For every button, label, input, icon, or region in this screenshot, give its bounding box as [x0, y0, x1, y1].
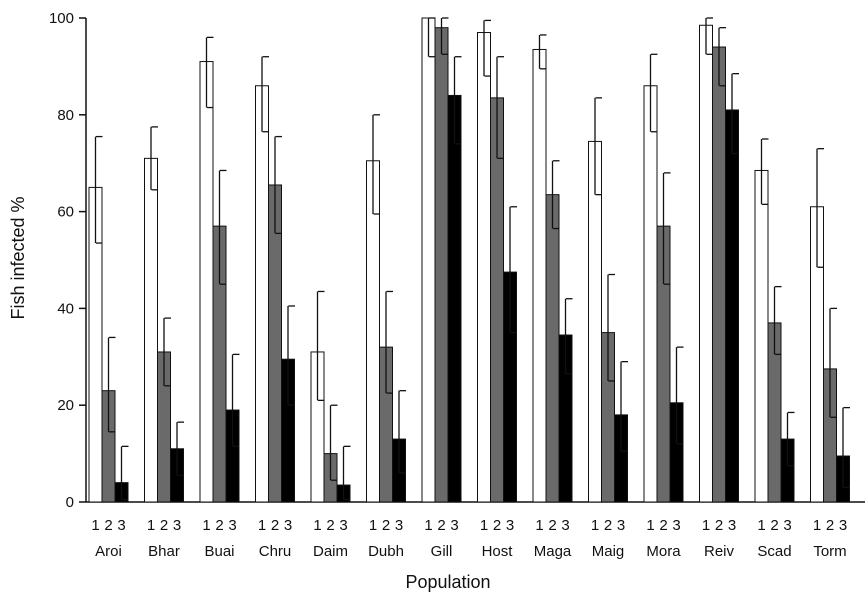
bar-maga-2 — [545, 194, 560, 503]
bar-maga-1 — [532, 48, 547, 503]
bar-sub-label: 2 — [160, 517, 168, 534]
bar-sub-label: 3 — [561, 517, 569, 534]
bar-sub-label: 1 — [369, 517, 377, 534]
y-tick-label: 20 — [57, 397, 74, 414]
bar-sub-label: 3 — [284, 517, 292, 534]
bar-sub-label: 2 — [104, 517, 112, 534]
bar-group-aroi: 1 2 3 Aroi — [88, 135, 129, 560]
x-tick-label-gill: Gill — [431, 543, 453, 560]
bar-sub-label: 2 — [659, 517, 667, 534]
bar-group-maig: 1 2 3 Maig — [588, 97, 628, 560]
bar-sub-label: 3 — [173, 517, 181, 534]
y-tick-label: 0 — [66, 494, 74, 511]
bar-sub-label: 3 — [617, 517, 625, 534]
bar-group-host: 1 2 3 Host — [477, 19, 517, 560]
bar-buai-1 — [199, 61, 214, 503]
bar-group-mora: 1 2 3 Mora — [643, 53, 684, 560]
x-tick-label-maig: Maig — [592, 543, 625, 560]
bar-gill-1 — [421, 17, 436, 503]
bar-reiv-3 — [725, 109, 739, 503]
bar-sub-label: 3 — [339, 517, 347, 534]
x-tick-label-torm: Torm — [813, 543, 846, 560]
bar-reiv-2 — [712, 46, 726, 503]
bar-sub-label: 3 — [506, 517, 514, 534]
y-axis-title: Fish infected % — [8, 196, 28, 319]
bar-sub-label: 1 — [646, 517, 654, 534]
bar-scad-1 — [754, 169, 769, 503]
x-tick-label-dubh: Dubh — [368, 543, 404, 560]
bar-sub-label: 2 — [493, 517, 501, 534]
x-tick-label-aroi: Aroi — [95, 543, 122, 560]
bar-sub-label: 2 — [715, 517, 723, 534]
bar-gill-3 — [447, 94, 462, 503]
bar-group-daim: 1 2 3 Daim — [310, 290, 351, 560]
bar-sub-label: 1 — [702, 517, 710, 534]
bar-sub-label: 1 — [147, 517, 155, 534]
bar-reiv-1 — [699, 24, 713, 503]
bar-sub-label: 3 — [395, 517, 403, 534]
bar-sub-label: 1 — [813, 517, 821, 534]
x-tick-label-host: Host — [482, 543, 514, 560]
y-tick-label: 100 — [49, 10, 74, 27]
x-tick-label-maga: Maga — [534, 543, 572, 560]
bar-sub-label: 2 — [271, 517, 279, 534]
bar-group-gill: 1 2 3 Gill — [421, 17, 462, 560]
bar-sub-label: 1 — [202, 517, 210, 534]
bar-sub-label: 2 — [604, 517, 612, 534]
x-tick-label-buai: Buai — [204, 543, 234, 560]
bar-sub-label: 2 — [326, 517, 334, 534]
bar-maig-1 — [588, 140, 602, 503]
x-tick-label-bhar: Bhar — [148, 543, 180, 560]
bar-group-maga: 1 2 3 Maga — [532, 34, 573, 560]
bar-sub-label: 2 — [548, 517, 556, 534]
bar-sub-label: 3 — [728, 517, 736, 534]
bar-gill-2 — [434, 27, 449, 503]
y-tick-label: 40 — [57, 300, 74, 317]
x-axis-title: Population — [405, 572, 490, 592]
bar-sub-label: 3 — [228, 517, 236, 534]
bar-sub-label: 2 — [215, 517, 223, 534]
bar-sub-label: 1 — [258, 517, 266, 534]
bar-group-chru: 1 2 3 Chru — [255, 56, 295, 560]
bar-host-1 — [477, 32, 491, 503]
x-tick-label-mora: Mora — [646, 543, 681, 560]
bar-bhar-1 — [144, 157, 158, 503]
x-tick-label-scad: Scad — [757, 543, 791, 560]
bar-sub-label: 3 — [672, 517, 680, 534]
y-tick-label: 60 — [57, 204, 74, 221]
bar-mora-1 — [643, 85, 658, 503]
bar-group-buai: 1 2 3 Buai — [199, 36, 240, 560]
bar-sub-label: 3 — [450, 517, 458, 534]
bar-group-dubh: 1 2 3 Dubh — [366, 114, 406, 560]
bar-chru-1 — [255, 85, 269, 503]
bar-sub-label: 1 — [535, 517, 543, 534]
bar-sub-label: 2 — [437, 517, 445, 534]
bar-sub-label: 1 — [480, 517, 488, 534]
bar-sub-label: 2 — [382, 517, 390, 534]
bar-sub-label: 1 — [424, 517, 432, 534]
bar-group-scad: 1 2 3 Scad — [754, 138, 795, 560]
bar-sub-label: 1 — [757, 517, 765, 534]
bar-sub-label: 2 — [826, 517, 834, 534]
y-axis: 0 20 40 60 80 100 — [49, 10, 87, 511]
bar-sub-label: 1 — [313, 517, 321, 534]
bar-sub-label: 3 — [783, 517, 791, 534]
bar-sub-label: 1 — [591, 517, 599, 534]
bar-group-bhar: 1 2 3 Bhar — [144, 126, 184, 560]
bar-group-torm: 1 2 3 Torm — [810, 148, 850, 560]
bar-sub-label: 1 — [91, 517, 99, 534]
x-tick-label-chru: Chru — [259, 543, 292, 560]
y-tick-label: 80 — [57, 107, 74, 124]
bar-group-reiv: 1 2 3 Reiv — [699, 17, 739, 560]
x-tick-label-reiv: Reiv — [704, 543, 735, 560]
x-tick-label-daim: Daim — [313, 543, 348, 560]
bar-sub-label: 2 — [770, 517, 778, 534]
bar-sub-label: 3 — [117, 517, 125, 534]
bar-sub-label: 3 — [839, 517, 847, 534]
